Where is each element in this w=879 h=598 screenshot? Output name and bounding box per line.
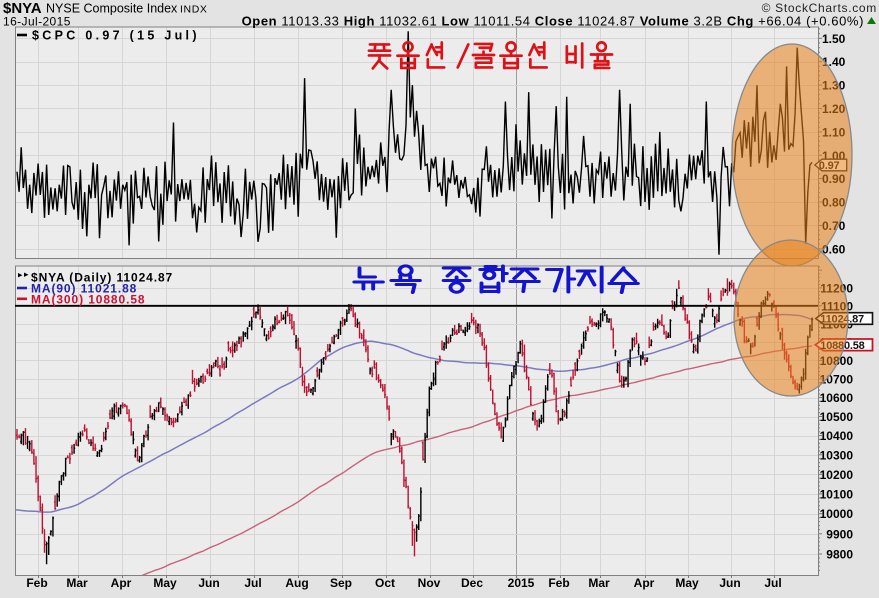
svg-text:MA(300) 10880.58: MA(300) 10880.58 (31, 292, 145, 306)
svg-text:Jun: Jun (719, 576, 740, 590)
svg-text:0.60: 0.60 (822, 242, 846, 256)
svg-text:Jul: Jul (764, 576, 781, 590)
svg-text:10000: 10000 (820, 507, 854, 521)
svg-text:Sep: Sep (330, 576, 352, 590)
svg-text:Jul: Jul (244, 576, 261, 590)
svg-text:Open 11013.33 High 11032.61 Lo: Open 11013.33 High 11032.61 Low 11011.54… (242, 14, 864, 29)
svg-text:9800: 9800 (826, 547, 853, 561)
svg-text:Aug: Aug (285, 576, 308, 590)
svg-text:10300: 10300 (820, 448, 854, 462)
svg-text:Feb: Feb (548, 576, 569, 590)
svg-text:10600: 10600 (820, 391, 854, 405)
svg-text:INDX: INDX (180, 4, 208, 16)
svg-text:Mar: Mar (588, 576, 610, 590)
svg-text:Dec: Dec (461, 576, 483, 590)
svg-text:9900: 9900 (826, 527, 853, 541)
svg-text:2015: 2015 (508, 576, 535, 590)
svg-text:Apr: Apr (634, 576, 655, 590)
svg-text:Apr: Apr (111, 576, 132, 590)
svg-text:$NYA: $NYA (3, 0, 42, 17)
svg-text:NYSE Composite Index: NYSE Composite Index (46, 2, 178, 16)
svg-text:10500: 10500 (820, 410, 854, 424)
svg-text:May: May (675, 576, 699, 590)
svg-text:Nov: Nov (418, 576, 441, 590)
svg-text:10400: 10400 (820, 429, 854, 443)
svg-text:Mar: Mar (66, 576, 88, 590)
svg-text:$CPC 0.97 (15 Jul): $CPC 0.97 (15 Jul) (32, 29, 200, 43)
svg-text:Feb: Feb (26, 576, 47, 590)
svg-text:10200: 10200 (820, 468, 854, 482)
svg-text:May: May (153, 576, 177, 590)
svg-text:10100: 10100 (820, 487, 854, 501)
svg-text:MA(90) 11021.88: MA(90) 11021.88 (31, 281, 137, 295)
svg-text:1.50: 1.50 (822, 32, 846, 46)
svg-text:Jun: Jun (198, 576, 219, 590)
svg-text:$NYA (Daily) 11024.87: $NYA (Daily) 11024.87 (31, 271, 173, 285)
svg-text:Oct: Oct (375, 576, 395, 590)
svg-text:16-Jul-2015: 16-Jul-2015 (3, 15, 71, 29)
svg-text:© StockCharts.com: © StockCharts.com (762, 1, 877, 15)
